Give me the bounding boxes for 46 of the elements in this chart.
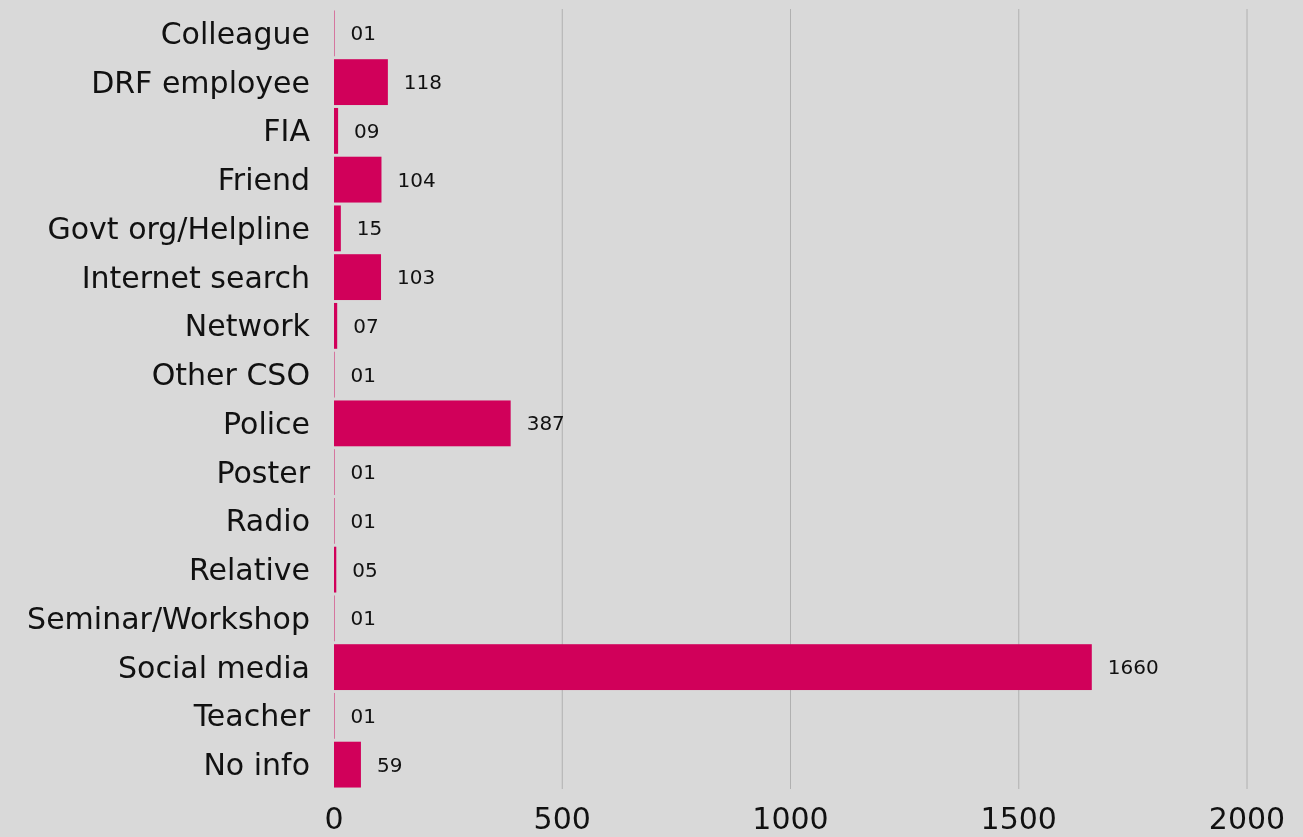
bar	[334, 302, 338, 349]
y-tick-label: Social media	[118, 649, 310, 685]
data-label: 118	[403, 70, 443, 95]
y-tick-label: No info	[203, 747, 310, 783]
data-label: 01	[350, 362, 376, 387]
data-label: 1660	[1107, 655, 1159, 680]
bar	[334, 741, 361, 788]
x-tick-label: 500	[533, 801, 591, 836]
x-tick-label: 0	[324, 801, 344, 836]
x-tick-label: 1500	[980, 801, 1057, 836]
data-label: 07	[353, 313, 379, 338]
data-label: 01	[350, 508, 376, 533]
bar	[334, 107, 339, 154]
data-label: 01	[350, 606, 376, 631]
bar	[334, 205, 341, 252]
y-tick-label: Colleague	[160, 15, 310, 51]
bar	[334, 156, 382, 203]
data-label: 09	[354, 118, 380, 143]
x-tick-label: 1000	[752, 801, 829, 836]
y-tick-label: Govt org/Helpline	[47, 210, 310, 246]
data-label: 59	[376, 752, 403, 777]
x-tick-label: 2000	[1208, 801, 1286, 836]
y-tick-label: Friend	[217, 162, 310, 198]
y-tick-label: Teacher	[192, 698, 311, 734]
y-tick-label: Seminar/Workshop	[27, 600, 310, 636]
data-label: 104	[397, 167, 436, 192]
data-label: 387	[526, 411, 565, 436]
bar	[334, 644, 1092, 691]
data-label: 01	[350, 703, 376, 728]
y-tick-label: Internet search	[81, 259, 310, 295]
data-label: 103	[397, 265, 436, 290]
data-label: 05	[352, 557, 378, 582]
y-tick-label: DRF employee	[91, 64, 310, 100]
bar	[334, 400, 511, 447]
bar	[334, 59, 388, 106]
bar	[334, 254, 382, 301]
y-tick-label: Poster	[216, 454, 311, 490]
y-tick-label: Radio	[225, 503, 310, 539]
y-tick-label: Other CSO	[151, 357, 310, 393]
y-tick-label: Relative	[189, 552, 310, 588]
y-tick-label: Police	[223, 405, 310, 441]
data-label: 01	[350, 460, 376, 485]
y-tick-label: FIA	[263, 113, 311, 149]
data-label: 15	[356, 216, 383, 241]
data-label: 01	[350, 21, 376, 46]
y-tick-label: Network	[184, 308, 311, 344]
